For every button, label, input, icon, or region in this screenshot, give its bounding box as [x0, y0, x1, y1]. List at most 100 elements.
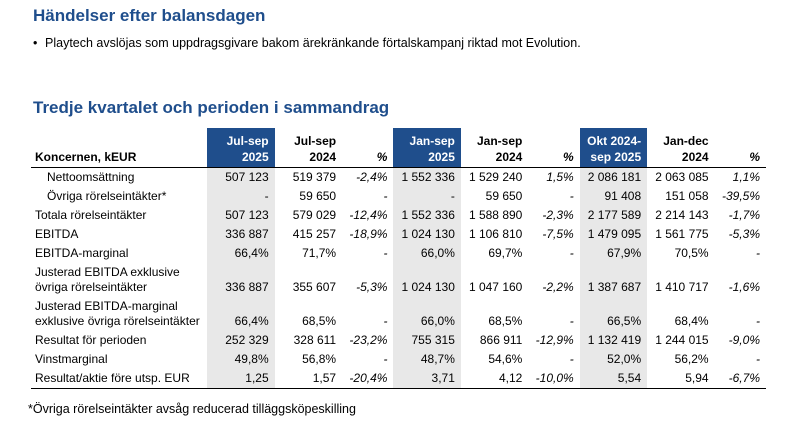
cell-value: 4,12 [498, 371, 523, 385]
table-header-row: Koncernen, kEUR Jul-sep 2025 Jul-sep 2024% Ja… [31, 128, 766, 168]
cell-change-pct: -5,3% [356, 280, 388, 294]
row-label: Resultat för perioden [35, 333, 147, 347]
cell-value: 1 588 890 [468, 208, 523, 222]
footnote: *Övriga rörelseintäkter avsåg reducerad … [28, 402, 356, 416]
column-header: % [342, 128, 393, 168]
cell-value: 56,8% [302, 352, 337, 366]
cell-value: 70,5% [674, 246, 709, 260]
column-header: Jul-sep 2024 [275, 128, 342, 168]
row-label: Totala rörelseintäkter [35, 208, 147, 222]
cell-value: 91 408 [579, 187, 648, 206]
cell-change-pct: - [383, 314, 388, 328]
cell-value: 2 063 085 [655, 170, 709, 184]
cell-value: 755 315 [393, 331, 461, 350]
table-row: Resultat/aktie före utsp. EUR 1,25 1,57 -20… [31, 369, 766, 389]
cell-value: 68,5% [488, 314, 523, 328]
header-line-2: % [749, 150, 760, 164]
header-line-2: 2024 [681, 150, 709, 164]
row-label: EBITDA [35, 227, 79, 241]
cell-change-pct: -12,9% [535, 333, 574, 347]
cell-value: 1,25 [207, 369, 275, 389]
cell-change-pct: - [756, 352, 760, 366]
cell-value: - [207, 187, 275, 206]
cell-change-pct: - [569, 314, 574, 328]
cell-change-pct: - [569, 189, 574, 203]
cell-change-pct: -6,7% [728, 371, 760, 385]
cell-change-pct: -2,4% [356, 170, 388, 184]
summary-heading: Tredje kvartalet och perioden i sammandr… [33, 98, 390, 117]
column-header: Okt 2024- sep 2025 [579, 128, 648, 168]
header-line-2: sep 2025 [590, 150, 642, 164]
cell-value: 1 479 095 [579, 225, 648, 244]
row-label: EBITDA-marginal [35, 246, 129, 260]
cell-value: 328 611 [293, 333, 337, 347]
cell-value: 59 650 [485, 189, 523, 203]
row-label: Nettoomsättning [47, 170, 135, 184]
column-header: % [528, 128, 579, 168]
cell-value: 151 058 [665, 189, 709, 203]
cell-change-pct: -18,9% [349, 227, 388, 241]
cell-value: 5,94 [685, 371, 709, 385]
bullet-text: Playtech avslöjas som uppdragsgivare bak… [45, 36, 581, 50]
cell-change-pct: - [756, 314, 760, 328]
cell-value: 49,8% [207, 350, 275, 369]
header-line-2: 2024 [309, 150, 337, 164]
table-row: Justerad EBITDA exklusive övriga rörelse… [31, 263, 766, 297]
cell-value: 1 552 336 [393, 206, 461, 225]
header-line-2: 2025 [428, 150, 455, 164]
cell-change-pct: -2,2% [542, 280, 574, 294]
cell-value: 66,5% [579, 297, 648, 331]
cell-value: 5,54 [579, 369, 648, 389]
table-row: Nettoomsättning 507 123 519 379 -2,4% 1 552 … [31, 167, 766, 187]
column-header-label: Koncernen, kEUR [31, 128, 207, 168]
header-line-2: 2025 [241, 150, 269, 164]
cell-value: 66,4% [207, 297, 275, 331]
events-heading: Händelser efter balansdagen [33, 6, 266, 25]
row-label: Justerad EBITDA exklusive övriga rörelse… [35, 265, 180, 294]
cell-value: 1 561 775 [655, 227, 709, 241]
cell-value: 48,7% [393, 350, 461, 369]
cell-value: 69,7% [488, 246, 523, 260]
cell-change-pct: -1,6% [728, 280, 760, 294]
cell-change-pct: - [383, 246, 388, 260]
cell-value: 1 047 160 [468, 280, 523, 294]
cell-value: 415 257 [292, 227, 337, 241]
cell-change-pct: -23,2% [349, 333, 388, 347]
cell-value: 1 244 015 [655, 333, 709, 347]
cell-value: 56,2% [674, 352, 709, 366]
cell-value: 59 650 [299, 189, 337, 203]
cell-change-pct: - [569, 246, 574, 260]
header-line-1: Jul-sep [294, 134, 337, 148]
cell-change-pct: -5,3% [728, 227, 760, 241]
cell-value: 1,57 [312, 371, 337, 385]
cell-value: 67,9% [579, 244, 648, 263]
header-line-2: 2024 [495, 150, 523, 164]
bullet-symbol: • [33, 36, 38, 50]
events-bullet: • Playtech avslöjas som uppdragsgivare ba… [33, 36, 581, 50]
table-row: Totala rörelseintäkter 507 123 579 029 -12,… [31, 206, 766, 225]
cell-value: 507 123 [207, 167, 275, 187]
cell-change-pct: -12,4% [349, 208, 388, 222]
cell-value: 336 887 [207, 225, 275, 244]
table-body: Nettoomsättning 507 123 519 379 -2,4% 1 552 … [31, 167, 766, 389]
cell-value: 1 387 687 [579, 263, 648, 297]
cell-change-pct: -7,5% [542, 227, 574, 241]
cell-change-pct: -20,4% [349, 371, 388, 385]
cell-change-pct: 1,1% [732, 170, 760, 184]
cell-value: 355 607 [292, 280, 337, 294]
cell-change-pct: -10,0% [535, 371, 574, 385]
cell-value: 54,6% [488, 352, 523, 366]
cell-value: 68,4% [674, 314, 709, 328]
table-row: Vinstmarginal 49,8% 56,8% -48,7% 54,6% -52,0%… [31, 350, 766, 369]
cell-value: 66,0% [393, 244, 461, 263]
header-line-1: Jul-sep [226, 134, 269, 148]
cell-value: 1 529 240 [468, 170, 523, 184]
table-row: Resultat för perioden 252 329 328 611 -23,2… [31, 331, 766, 350]
row-label: Vinstmarginal [35, 352, 108, 366]
cell-value: 68,5% [302, 314, 337, 328]
cell-value: 1 024 130 [393, 263, 461, 297]
column-header: Jul-sep 2025 [207, 128, 275, 168]
header-line-2: % [563, 150, 574, 164]
cell-value: 579 029 [292, 208, 337, 222]
table-row: Övriga rörelseintäkter* -59 650- -59 650-9… [31, 187, 766, 206]
